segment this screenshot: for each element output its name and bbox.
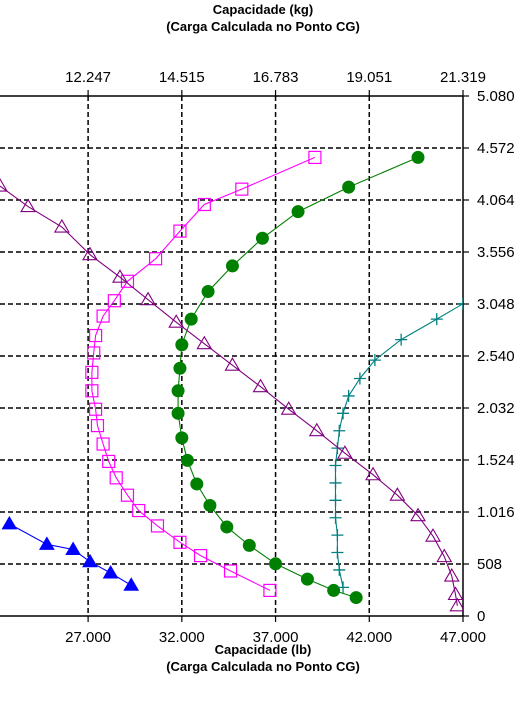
data-point [328,584,340,596]
data-point [191,478,203,490]
y-tick-label: 508 [477,556,502,573]
series-3 [172,151,424,603]
data-point [343,390,355,402]
y-tick-label: 3.556 [477,244,515,261]
data-point [270,558,282,570]
data-point [331,529,343,541]
data-point [104,566,118,578]
data-point [330,494,342,506]
data-point [331,547,343,559]
data-point [426,529,440,541]
series-5 [0,179,464,611]
y-tick-label: 0 [477,608,485,625]
x-top-tick-label: 19.051 [346,69,392,86]
data-point [333,564,345,576]
x-top-tick-label: 14.515 [159,69,205,86]
data-point [55,220,69,232]
bottom-axis-title-line1: Capacidade (lb) [0,641,526,658]
data-point [412,151,424,163]
data-point [333,425,345,437]
series-line [92,157,315,590]
data-point [350,592,362,604]
y-tick-label: 4.572 [477,140,515,157]
data-point [204,499,216,511]
data-point [124,578,138,590]
data-point [256,232,268,244]
data-point [343,181,355,193]
data-point [243,539,255,551]
data-point [141,293,155,305]
data-point [174,362,186,374]
data-point [172,385,184,397]
data-point [176,432,188,444]
y-tick-label: 1.016 [477,504,515,521]
data-point [366,468,380,480]
series-2 [86,151,321,596]
data-point [113,270,127,282]
y-tick-label: 3.048 [477,296,515,313]
series-line [0,186,457,606]
data-point [83,555,97,567]
data-point [176,339,188,351]
data-point [221,521,233,533]
data-point [330,477,342,489]
x-top-tick-label: 21.319 [440,69,486,86]
y-tick-label: 4.064 [477,192,515,209]
series-1 [2,517,138,590]
data-point [309,151,321,163]
data-point [301,573,313,585]
data-point [330,460,342,472]
data-point [226,260,238,272]
data-point [354,373,366,385]
series-line [178,157,418,597]
data-point [2,517,16,529]
data-point [202,286,214,298]
y-tick-label: 1.524 [477,452,515,469]
data-point [181,454,193,466]
data-point [292,206,304,218]
data-point [40,537,54,549]
x-top-tick-label: 12.247 [65,69,111,86]
data-point [337,407,349,419]
data-point [172,407,184,419]
data-point [390,488,404,500]
data-point [431,313,443,325]
bottom-axis-title: Capacidade (lb) (Carga Calculada no Pont… [0,641,526,675]
series-4 [330,298,469,594]
data-point [330,512,342,524]
y-tick-label: 2.032 [477,400,515,417]
y-tick-label: 2.540 [477,348,515,365]
series-line [336,304,464,588]
bottom-axis-title-line2: (Carga Calculada no Ponto CG) [0,658,526,675]
grid-lines [0,96,463,616]
data-point [185,313,197,325]
tick-labels: 27.000 12.247 32.000 14.515 37.000 16.783 42.0… [65,69,514,646]
data-point [264,584,276,596]
y-tick-label: 5.080 [477,88,515,105]
data-point [395,334,407,346]
series-layer [0,151,469,610]
x-top-tick-label: 16.783 [253,69,299,86]
